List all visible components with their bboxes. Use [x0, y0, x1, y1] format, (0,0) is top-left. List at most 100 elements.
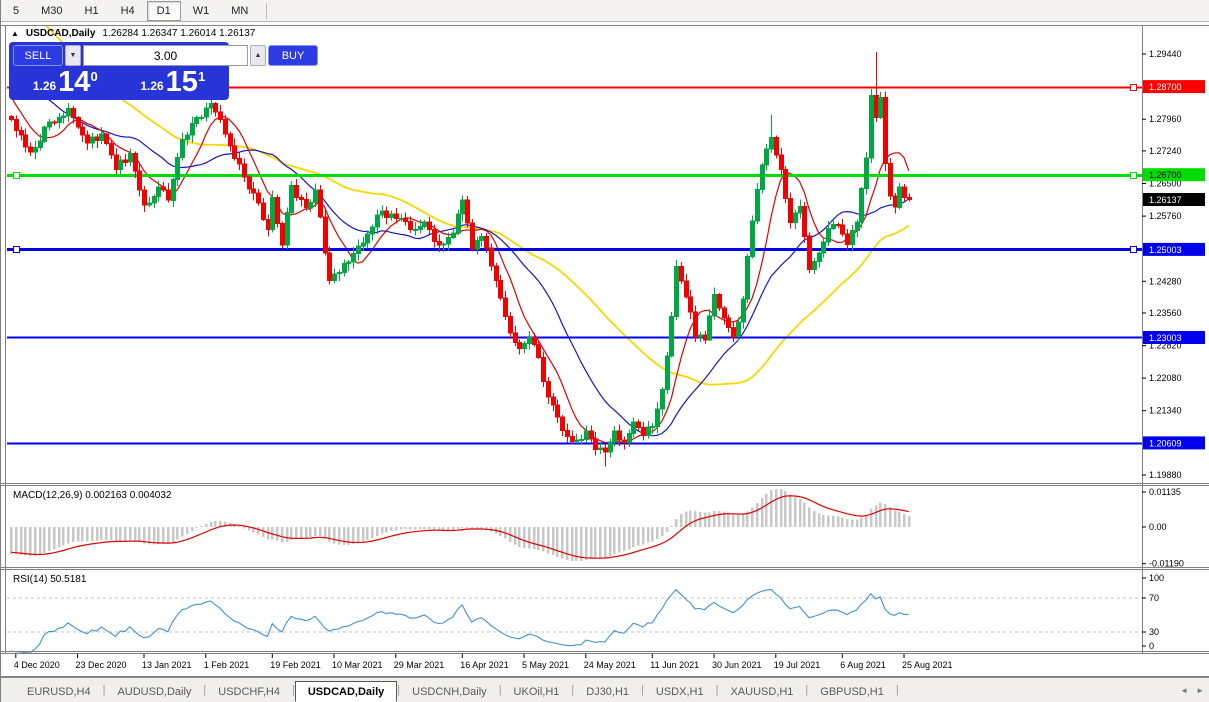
toolbar-separator	[266, 2, 268, 19]
rsi-label: RSI(14) 50.5181	[13, 574, 87, 585]
svg-text:1.21340: 1.21340	[1149, 406, 1182, 416]
svg-text:11 Jun 2021: 11 Jun 2021	[650, 660, 699, 670]
svg-text:1.25003: 1.25003	[1149, 245, 1182, 255]
svg-text:1.28700: 1.28700	[1149, 82, 1182, 92]
svg-text:30: 30	[1149, 627, 1159, 637]
tab-separator: |	[895, 684, 899, 696]
level-handle	[13, 246, 20, 253]
level-handle	[1130, 172, 1137, 179]
svg-text:25 Aug 2021: 25 Aug 2021	[902, 660, 953, 670]
chart-tab-xauusd[interactable]: XAUUSD,H1	[730, 685, 794, 698]
level-handle	[13, 172, 20, 179]
svg-text:1.26500: 1.26500	[1149, 179, 1182, 189]
chart-tab-ukoil[interactable]: UKOil,H1	[513, 685, 560, 698]
level-badge-1.26700	[1143, 168, 1205, 182]
timeframe-button-m30[interactable]: M30	[41, 4, 63, 17]
chart-tab-usdcad[interactable]: USDCAD,Daily	[294, 681, 398, 702]
svg-text:0.01135: 0.01135	[1149, 487, 1181, 497]
macd-label: MACD(12,26,9) 0.002163 0.004032	[13, 490, 172, 501]
svg-text:1.27240: 1.27240	[1149, 146, 1182, 156]
tab-separator: |	[498, 684, 502, 696]
candles-layer	[9, 51, 912, 467]
tab-scroll-right-icon[interactable]: ►	[1196, 685, 1204, 695]
chart-tab-audusd[interactable]: AUDUSD,Daily	[117, 685, 192, 698]
buy-price[interactable]: 1.26 15 1	[121, 68, 226, 97]
price-chart[interactable]: MACD(12,26,9) 0.002163 0.004032 RSI(14) 5…	[1, 22, 1209, 677]
macd-signal-line	[10, 495, 909, 559]
chart-tab-gbpusd[interactable]: GBPUSD,H1	[820, 685, 884, 698]
svg-text:19 Feb 2021: 19 Feb 2021	[270, 660, 321, 670]
sell-price[interactable]: 1.26 14 0	[13, 68, 118, 97]
svg-text:0.00: 0.00	[1149, 522, 1167, 532]
trade-panel-toggle-icon[interactable]: ▲	[11, 28, 19, 38]
current-price-badge	[1143, 193, 1205, 206]
sell-price-main: 1.26	[32, 79, 57, 93]
svg-text:0: 0	[1149, 641, 1154, 651]
svg-text:29 Mar 2021: 29 Mar 2021	[394, 660, 445, 670]
svg-text:23 Dec 2020: 23 Dec 2020	[76, 660, 127, 670]
tab-separator: |	[102, 684, 106, 696]
svg-text:5 May 2021: 5 May 2021	[522, 660, 569, 670]
level-badge-1.28700	[1143, 80, 1205, 94]
svg-text:1.20609: 1.20609	[1149, 438, 1182, 448]
timeframe-button-h4[interactable]: H4	[120, 4, 135, 17]
sell-button[interactable]: SELL	[13, 45, 63, 66]
svg-text:16 Apr 2021: 16 Apr 2021	[460, 660, 509, 670]
level-handle	[1130, 246, 1137, 253]
buy-price-main: 1.26	[140, 79, 164, 93]
svg-text:10 Mar 2021: 10 Mar 2021	[332, 660, 383, 670]
tab-separator: |	[641, 684, 644, 696]
chart-title: ▲ USDCAD,Daily 1.26284 1.26347 1.26014 1…	[11, 28, 255, 39]
svg-text:70: 70	[1149, 593, 1159, 603]
chart-tab-eurusd[interactable]: EURUSD,H4	[27, 685, 91, 698]
tab-separator: |	[805, 684, 809, 696]
svg-text:1.27960: 1.27960	[1149, 114, 1182, 124]
timeframe-button-mn[interactable]: MN	[231, 4, 249, 17]
svg-text:30 Jun 2021: 30 Jun 2021	[712, 660, 762, 670]
tab-scroll-left-icon[interactable]: ◄	[1180, 685, 1189, 695]
sell-price-pips: 14	[58, 66, 91, 98]
timeframe-button-5[interactable]: 5	[13, 4, 20, 17]
tab-separator: |	[571, 684, 575, 696]
svg-text:1 Feb 2021: 1 Feb 2021	[204, 660, 250, 670]
svg-text:4 Dec 2020: 4 Dec 2020	[14, 660, 60, 670]
level-badge-1.20609	[1143, 436, 1205, 450]
chart-symbol-label: USDCAD,Daily	[25, 28, 96, 39]
buy-button[interactable]: BUY	[268, 45, 318, 66]
sell-price-point: 0	[90, 69, 98, 84]
volume-decrease-icon[interactable]: ▼	[65, 45, 81, 66]
chart-tabs: EURUSD,H4 | AUDUSD,Daily | USDCHF,H4 | USDCAD,…	[1, 677, 1209, 702]
timeframe-button-w1[interactable]: W1	[192, 4, 210, 17]
svg-text:1.26700: 1.26700	[1149, 170, 1182, 180]
chart-tab-usdchf[interactable]: USDCHF,H4	[218, 685, 280, 698]
chart-tab-usdx[interactable]: USDX,H1	[655, 685, 704, 698]
one-click-trade-panel: SELL ▼ ▲ BUY 1.26 14 0 1.26 15 1	[9, 42, 318, 100]
svg-text:1.29440: 1.29440	[1149, 49, 1182, 59]
level-badge-1.23003	[1143, 331, 1205, 344]
timeframe-button-d1[interactable]: D1	[146, 0, 181, 21]
trade-panel-controls: SELL ▼ ▲ BUY	[13, 45, 318, 66]
chart-frame	[1, 25, 1209, 677]
svg-text:1.19880: 1.19880	[1149, 470, 1182, 480]
tab-separator: |	[397, 684, 401, 696]
svg-text:6 Aug 2021: 6 Aug 2021	[840, 660, 886, 670]
svg-text:24 May 2021: 24 May 2021	[584, 660, 636, 670]
svg-text:13 Jan 2021: 13 Jan 2021	[142, 660, 192, 670]
chart-tab-usdcnh[interactable]: USDCNH,Daily	[412, 685, 487, 698]
chart-tab-dj30[interactable]: DJ30,H1	[586, 685, 630, 698]
price-axis: 1.29440 1.27960 1.27240 1.26500 1.25760 1.242…	[1142, 49, 1205, 651]
svg-text:19 Jul 2021: 19 Jul 2021	[774, 660, 821, 670]
level-lines	[7, 84, 1142, 445]
date-axis: 4 Dec 2020 23 Dec 2020 13 Jan 2021 1 Feb 20…	[14, 654, 953, 670]
level-badge-1.25003	[1143, 242, 1205, 256]
volume-increase-icon[interactable]: ▲	[250, 45, 266, 66]
timeframe-toolbar: 5 M30 H1 H4 D1 W1 MN	[1, 0, 1209, 22]
tab-separator: |	[292, 684, 295, 696]
tab-scroll-arrows: ◄ ►	[1180, 686, 1204, 695]
volume-input[interactable]	[83, 45, 248, 66]
svg-text:1.23560: 1.23560	[1149, 308, 1182, 318]
svg-text:1.26137: 1.26137	[1149, 195, 1182, 205]
tab-separator: |	[203, 684, 207, 696]
timeframe-button-h1[interactable]: H1	[84, 4, 99, 17]
